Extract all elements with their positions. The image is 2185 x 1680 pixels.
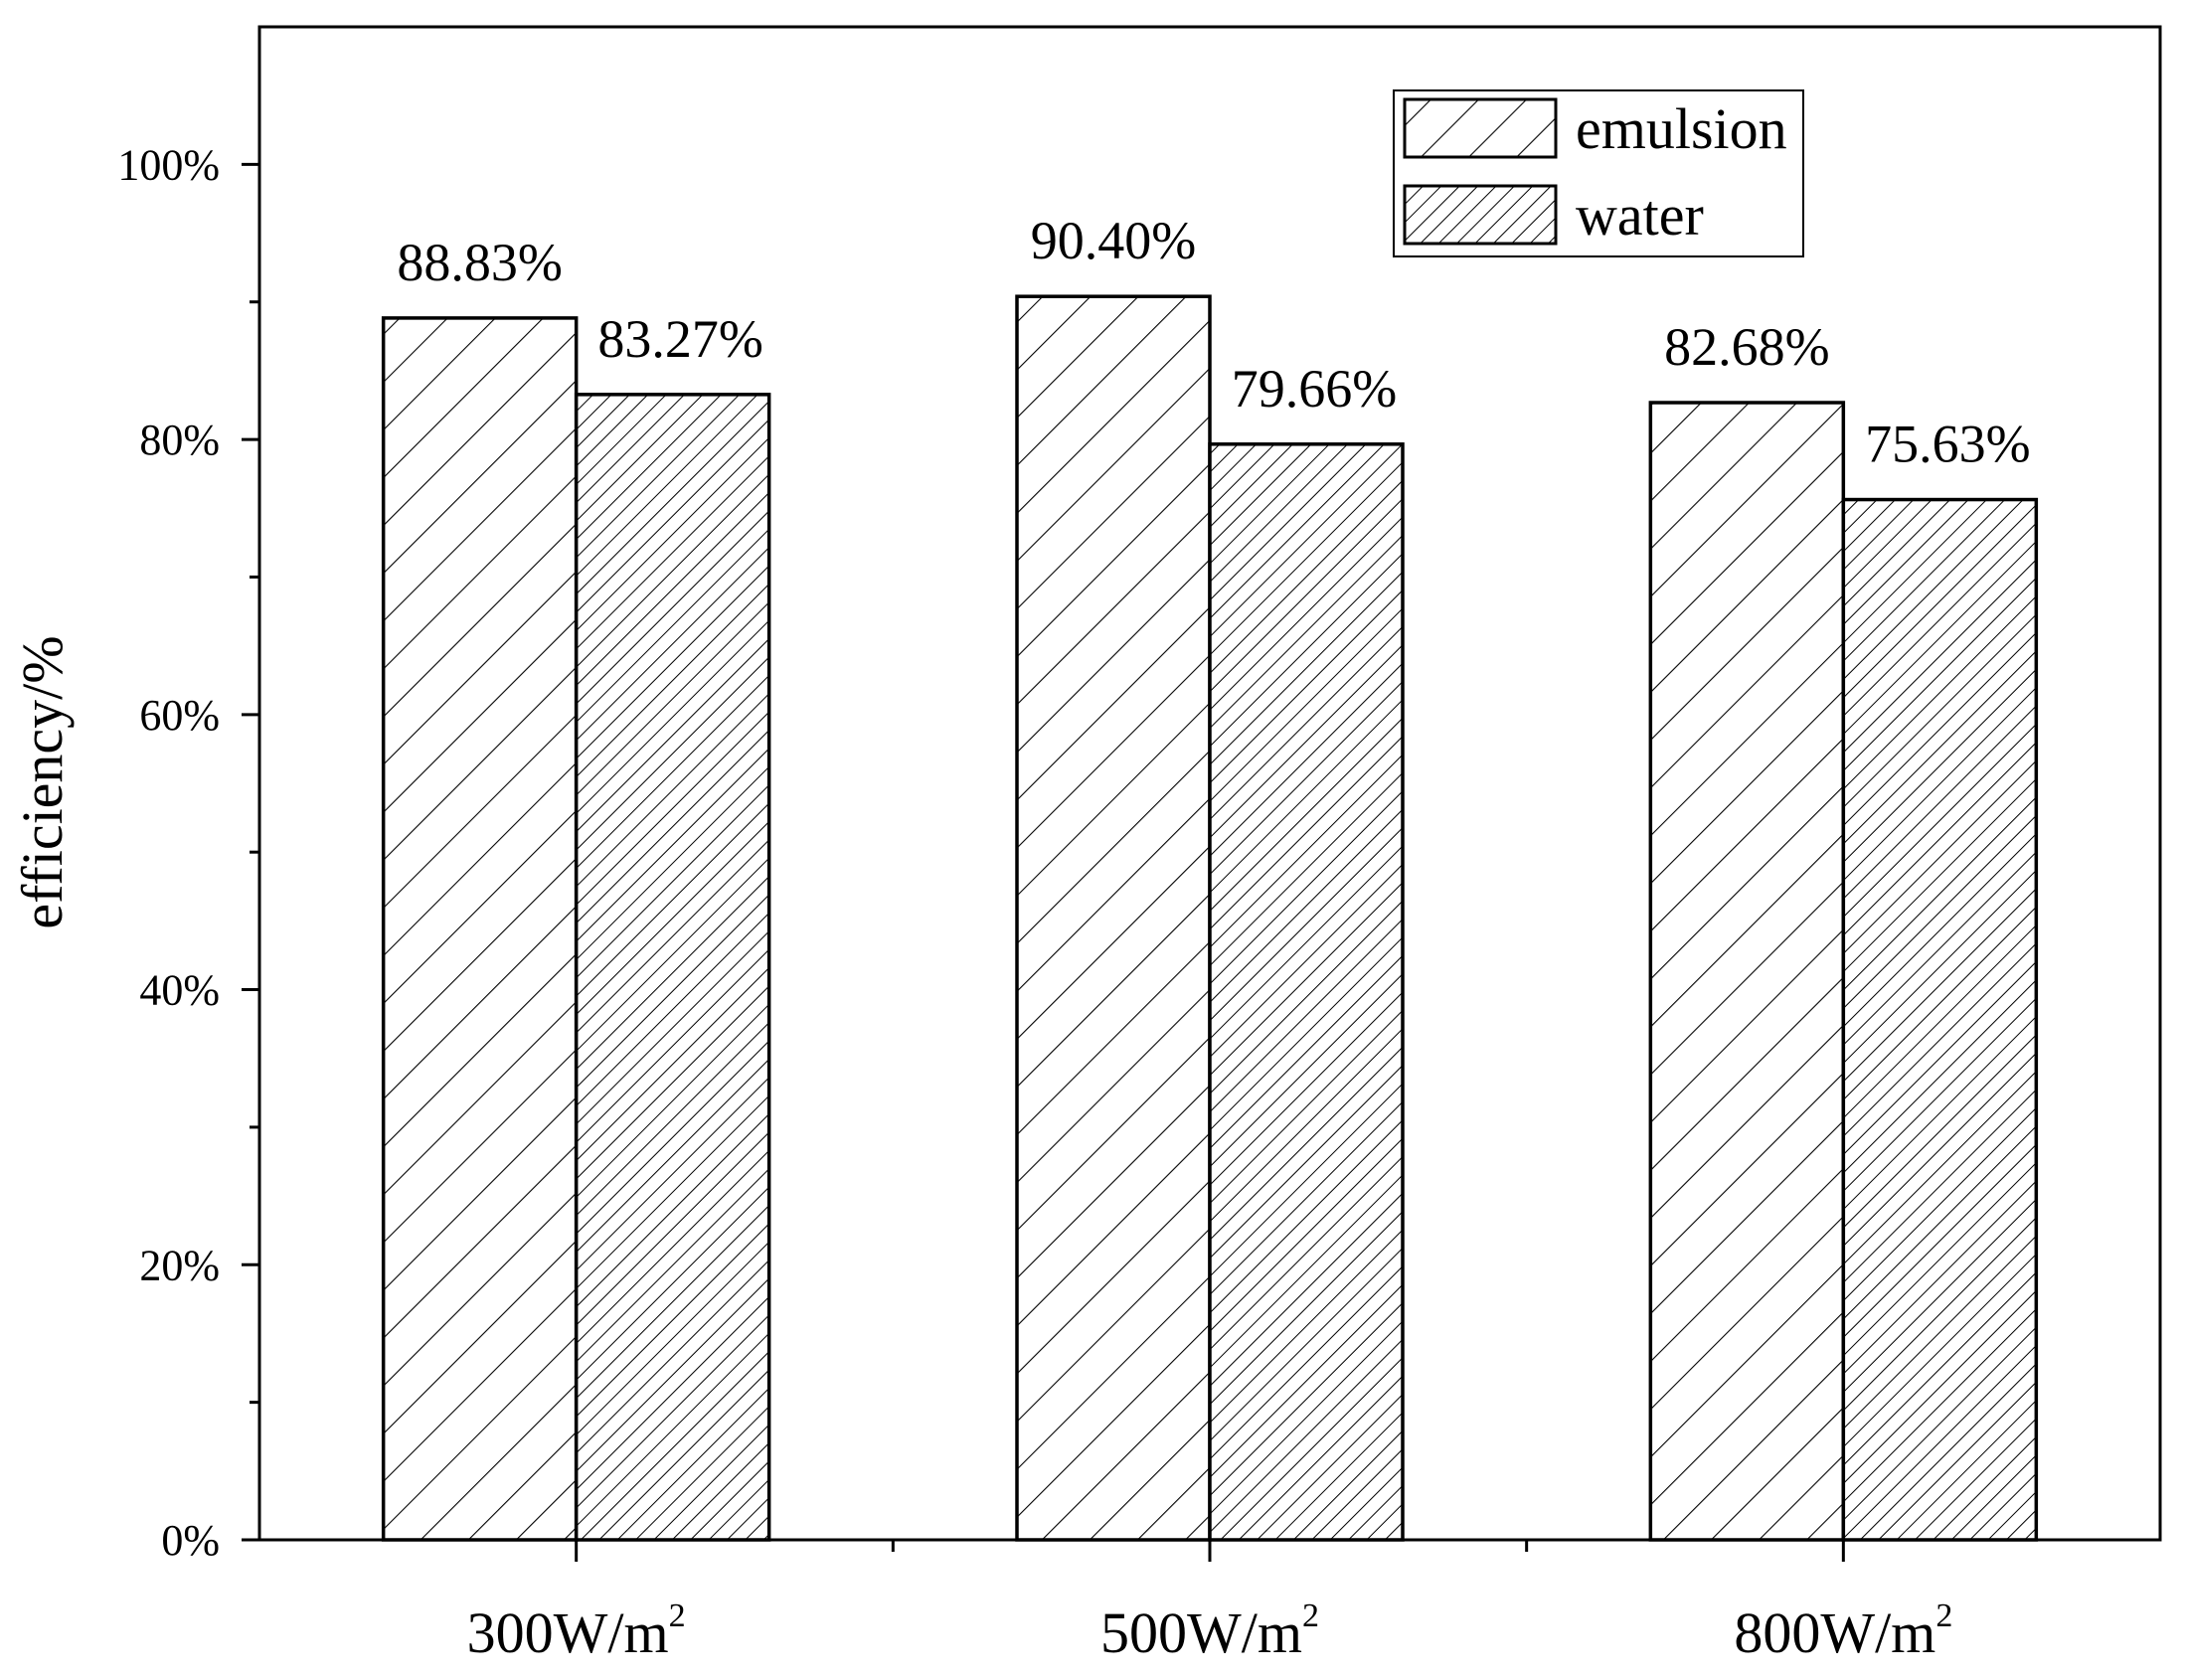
data-label-emulsion-1: 90.40% [1031, 211, 1196, 270]
x-category-label: 500W/m2 [1100, 1597, 1319, 1665]
bar-water-0 [574, 393, 771, 1542]
data-labels-group: 88.83% 90.40% 82.68% 83.27% 79.66% 75.63% [397, 211, 2030, 473]
data-label-water-2: 75.63% [1865, 415, 2030, 474]
bar-emulsion-1 [1015, 294, 1212, 1542]
x-category-label: 800W/m2 [1734, 1597, 1952, 1665]
y-tick-label: 80% [139, 416, 220, 464]
data-label-emulsion-0: 88.83% [397, 233, 562, 292]
bars-group [381, 294, 2039, 1542]
bar-emulsion-2 [1648, 401, 1846, 1542]
legend-swatch-water [1403, 184, 1558, 246]
x-category-label: 300W/m2 [467, 1597, 686, 1665]
y-tick-label: 20% [139, 1241, 220, 1289]
data-label-water-1: 79.66% [1232, 359, 1397, 419]
legend: emulsion water [1393, 89, 1804, 257]
x-axis-ticks [575, 1540, 1845, 1562]
data-label-emulsion-2: 82.68% [1664, 317, 1829, 377]
y-axis-title: efficiency/% [10, 635, 75, 928]
bar-water-2 [1841, 497, 2039, 1542]
y-axis-ticks: 0% 20% 40% 60% 80% 100% [117, 140, 259, 1565]
bar-water-1 [1208, 442, 1405, 1542]
y-tick-label: 60% [139, 691, 220, 740]
y-tick-label: 0% [161, 1516, 220, 1565]
bar-emulsion-0 [381, 316, 579, 1542]
y-tick-label: 100% [117, 140, 220, 189]
data-label-water-0: 83.27% [597, 309, 762, 369]
y-tick-label: 40% [139, 966, 220, 1015]
legend-label-emulsion: emulsion [1576, 96, 1787, 161]
category-labels-group: 300W/m2 500W/m2 800W/m2 [467, 1597, 1953, 1665]
legend-label-water: water [1576, 183, 1704, 248]
legend-swatch-emulsion [1403, 97, 1558, 159]
